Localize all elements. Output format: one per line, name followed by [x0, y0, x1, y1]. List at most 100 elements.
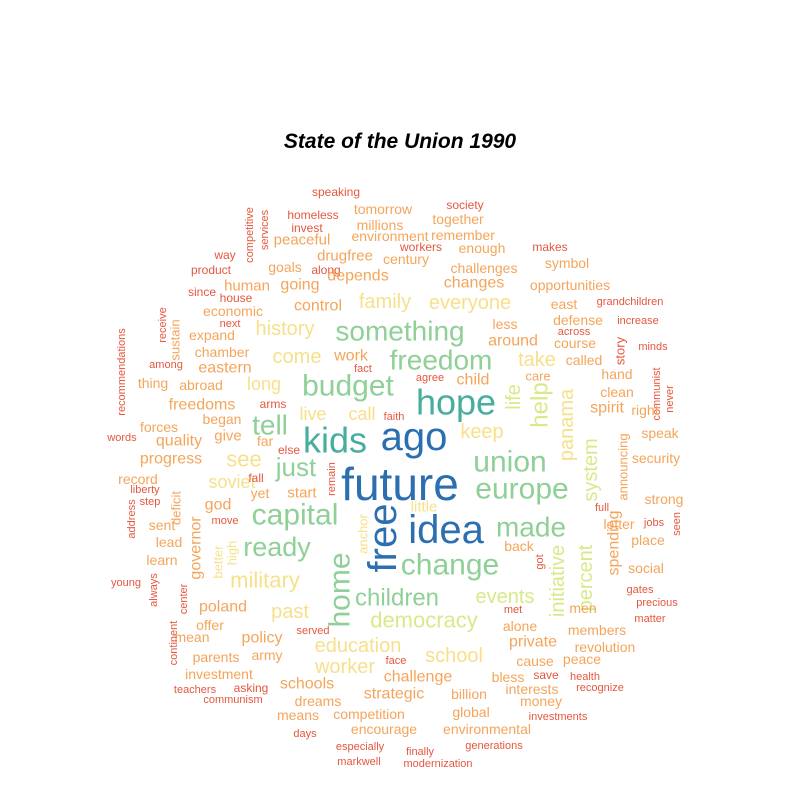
word-events: events [476, 586, 535, 608]
word-services: services [259, 209, 271, 250]
word-forces: forces [140, 419, 178, 435]
word-makes: makes [532, 240, 567, 254]
word-expand: expand [189, 327, 235, 343]
word-little: little [411, 499, 438, 516]
word-along: along [311, 263, 340, 277]
word-change: change [401, 549, 499, 582]
word-members: members [568, 622, 626, 638]
word-capital: capital [252, 499, 339, 532]
word-spending: spending [606, 511, 623, 576]
word-matter: matter [634, 613, 666, 625]
word-take: take [518, 349, 556, 371]
word-global: global [452, 704, 489, 720]
word-sustain: sustain [168, 319, 183, 360]
word-hope: hope [416, 382, 496, 423]
word-workers: workers [399, 240, 442, 254]
word-century: century [383, 251, 429, 267]
word-offer: offer [196, 617, 224, 633]
word-high: high [225, 541, 240, 566]
word-schools: schools [280, 676, 334, 693]
word-recognize: recognize [576, 682, 624, 694]
word-homeless: homeless [287, 208, 338, 222]
word-economic: economic [203, 303, 263, 319]
word-gates: gates [627, 584, 654, 596]
word-less: less [493, 316, 518, 332]
word-army: army [251, 647, 282, 663]
word-invest: invest [291, 221, 323, 235]
word-policy: policy [242, 630, 283, 647]
word-remain: remain [326, 462, 338, 496]
word-full: full [595, 502, 609, 514]
word-fall: fall [248, 471, 263, 485]
word-investments: investments [529, 711, 588, 723]
word-lead: lead [156, 534, 182, 550]
word-past: past [271, 601, 309, 623]
word-depends: depends [327, 268, 388, 285]
word-something: something [335, 316, 464, 347]
word-care: care [525, 369, 550, 384]
word-else: else [278, 443, 300, 457]
word-system: system [580, 438, 602, 501]
word-continent: continent [168, 621, 180, 666]
word-soviet: soviet [208, 472, 255, 492]
word-quality: quality [156, 433, 202, 450]
word-served: served [296, 625, 329, 637]
word-never: never [664, 385, 676, 413]
word-come: come [273, 346, 322, 368]
word-give: give [214, 428, 242, 445]
word-europe: europe [475, 473, 568, 506]
word-just: just [275, 452, 317, 482]
word-opportunities: opportunities [530, 277, 610, 293]
word-revolution: revolution [575, 639, 636, 655]
word-governor: governor [188, 516, 205, 580]
word-communist: communist [651, 367, 663, 420]
word-east: east [551, 296, 578, 312]
word-right: right [631, 402, 658, 418]
word-child: child [457, 372, 490, 389]
word-budget: budget [302, 370, 394, 403]
word-increase: increase [617, 315, 659, 327]
word-strong: strong [645, 491, 684, 507]
word-money: money [520, 693, 562, 709]
word-school: school [425, 645, 483, 667]
word-anchor: anchor [356, 513, 371, 553]
word-always: always [148, 573, 160, 607]
word-poland: poland [199, 599, 247, 616]
word-panama: panama [556, 388, 578, 461]
word-center: center [178, 583, 190, 614]
word-remember: remember [431, 227, 495, 243]
word-next: next [220, 318, 241, 330]
word-millions: millions [357, 217, 404, 233]
word-receive: receive [157, 307, 169, 342]
word-idea: idea [408, 508, 484, 552]
word-men: men [569, 600, 596, 616]
word-seen: seen [671, 512, 683, 536]
word-move: move [212, 515, 239, 527]
word-percent: percent [575, 544, 597, 611]
word-across: across [558, 326, 591, 338]
word-children: children [355, 585, 439, 612]
word-cause: cause [516, 653, 554, 669]
word-going: going [280, 277, 319, 294]
word-help: help [527, 382, 554, 427]
word-course: course [554, 335, 596, 351]
word-announcing: announcing [616, 433, 631, 500]
word-challenge: challenge [384, 669, 453, 686]
word-called: called [566, 352, 603, 368]
word-liberty: liberty [130, 484, 160, 496]
word-dreams: dreams [295, 693, 342, 709]
word-especially: especially [336, 741, 385, 753]
word-security: security [632, 450, 680, 466]
word-grandchildren: grandchildren [597, 296, 664, 308]
word-human: human [224, 278, 270, 295]
word-place: place [631, 532, 665, 548]
word-competition: competition [333, 706, 405, 722]
word-start: start [287, 485, 317, 502]
word-around: around [488, 333, 538, 350]
word-met: met [504, 604, 522, 616]
word-far: far [257, 433, 274, 449]
word-encourage: encourage [351, 721, 417, 737]
word-deficit: deficit [169, 491, 184, 525]
